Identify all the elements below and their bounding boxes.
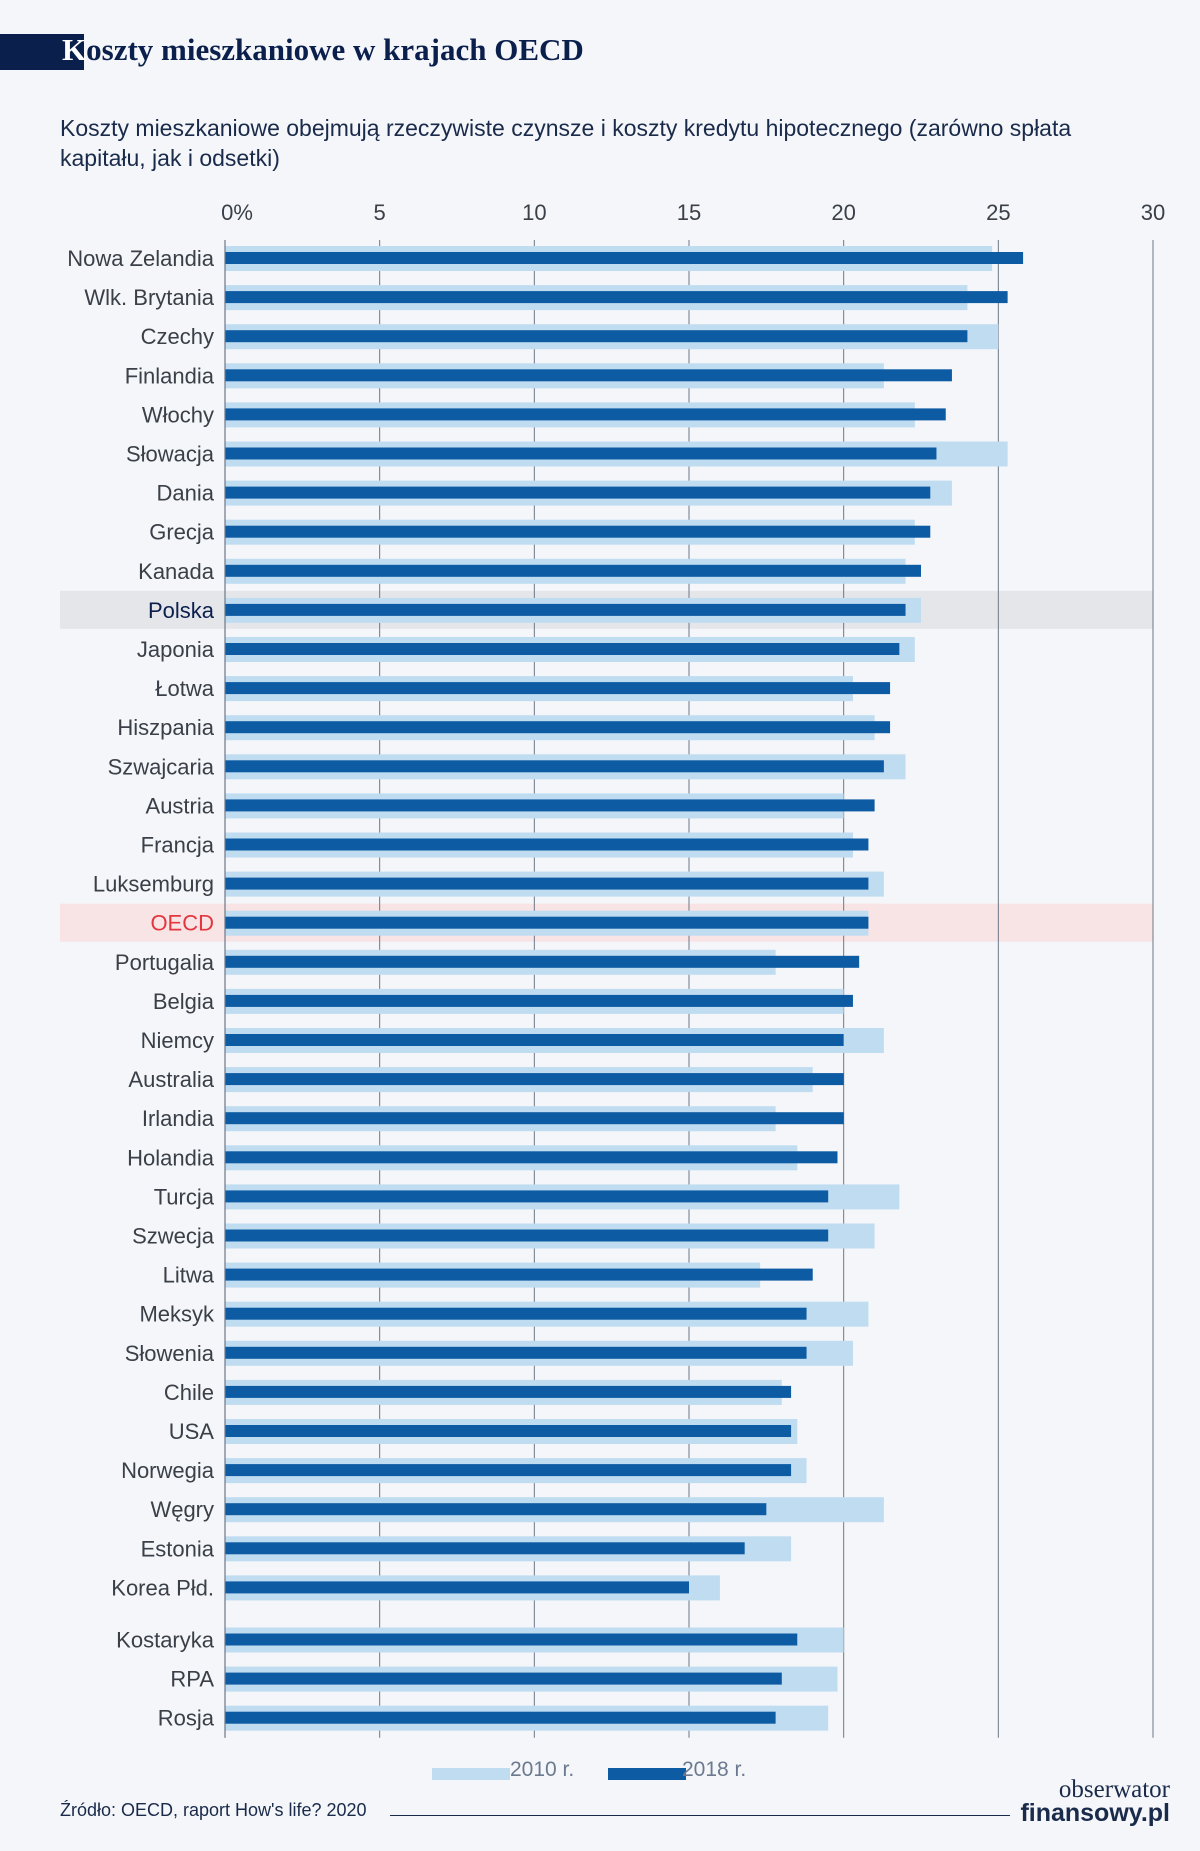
category-label: Rosja (158, 1706, 215, 1731)
category-label: Norwegia (121, 1458, 215, 1483)
bar-2018 (225, 1672, 782, 1685)
source-divider (390, 1815, 1010, 1816)
category-label: Holandia (127, 1145, 215, 1170)
x-tick-label: 30 (1141, 200, 1165, 225)
chart-title-rest: oszty mieszkaniowe w krajach OECD (86, 32, 584, 67)
bar-2018 (225, 1711, 776, 1724)
category-label: Litwa (163, 1263, 215, 1288)
bar-2018 (225, 564, 921, 577)
x-tick-label: 25 (986, 200, 1010, 225)
category-label: Francja (141, 833, 215, 858)
bar-2018 (225, 369, 952, 382)
category-label: Japonia (137, 637, 215, 662)
bar-2018 (225, 1464, 792, 1477)
bar-2018 (225, 1307, 807, 1320)
legend-swatch-2010 (432, 1768, 510, 1780)
category-label: Łotwa (155, 676, 214, 701)
category-label: Turcja (154, 1184, 215, 1209)
bar-2018 (225, 760, 884, 773)
bar-2018 (225, 1503, 767, 1516)
category-label: Dania (157, 481, 215, 506)
bar-2018 (225, 408, 946, 421)
bar-2018 (225, 1229, 829, 1242)
category-label: USA (169, 1419, 215, 1444)
bar-2018 (225, 799, 875, 812)
category-label: Belgia (153, 989, 215, 1014)
bar-2018 (225, 1581, 689, 1594)
bar-2018 (225, 1633, 798, 1646)
category-label: Chile (164, 1380, 214, 1405)
category-label: Kanada (138, 559, 215, 584)
bar-2018 (225, 838, 869, 851)
category-label: Australia (128, 1067, 214, 1092)
category-label: Węgry (150, 1497, 214, 1522)
bar-2018 (225, 1073, 844, 1086)
category-label: Czechy (141, 324, 214, 349)
category-label: Irlandia (142, 1106, 215, 1131)
category-label: Słowacja (126, 442, 215, 467)
bar-2018 (225, 916, 869, 929)
logo-line-1: obserwator (1058, 1776, 1170, 1803)
category-label: Kostaryka (116, 1628, 215, 1653)
category-label: OECD (150, 911, 214, 936)
category-label: Wlk. Brytania (84, 285, 214, 310)
x-tick-label: 20 (831, 200, 855, 225)
category-label: Finlandia (125, 363, 215, 388)
category-label: Luksemburg (93, 872, 214, 897)
category-label: Portugalia (115, 950, 215, 975)
category-label: Korea Płd. (111, 1575, 214, 1600)
logo-line-2: finansowy.pl (1020, 1799, 1170, 1827)
chart-subtitle: Koszty mieszkaniowe obejmują rzeczywiste… (60, 115, 1072, 171)
bar-2018 (225, 252, 1024, 264)
bar-2018 (225, 525, 931, 538)
bar-2018 (225, 486, 931, 499)
category-label: Austria (146, 793, 215, 818)
bar-2018 (225, 1190, 829, 1203)
bar-2018 (225, 1151, 838, 1164)
bar-2018 (225, 1034, 844, 1046)
bar-2018 (225, 1112, 844, 1125)
x-tick-label: 0% (221, 200, 253, 225)
bar-2018 (225, 682, 891, 695)
bar-2018 (225, 603, 906, 616)
category-label: Hiszpania (117, 715, 214, 740)
bar-2018 (225, 955, 860, 968)
category-label: Meksyk (139, 1302, 215, 1327)
category-label: Słowenia (125, 1341, 215, 1366)
legend-swatch-2018 (608, 1768, 686, 1780)
chart-title-first-letter: K (62, 32, 87, 67)
category-label: Estonia (141, 1536, 215, 1561)
category-label: Szwecja (132, 1224, 215, 1249)
x-tick-label: 10 (522, 200, 546, 225)
bar-2018 (225, 1346, 807, 1359)
category-label: Polska (148, 598, 215, 623)
legend-label-2018: 2018 r. (682, 1758, 747, 1781)
bar-2018 (225, 447, 937, 460)
category-label: RPA (170, 1667, 214, 1692)
legend-label-2010: 2010 r. (510, 1758, 575, 1781)
x-tick-label: 5 (374, 200, 386, 225)
bar-2018 (225, 994, 853, 1007)
chart-title: Koszty mieszkaniowe w krajach OECD (62, 32, 584, 68)
x-tick-label: 15 (677, 200, 701, 225)
bar-2018 (225, 330, 968, 343)
category-label: Szwajcaria (108, 754, 215, 779)
category-label: Grecja (149, 520, 215, 545)
title-accent-block (0, 34, 84, 70)
category-label: Nowa Zelandia (67, 246, 215, 271)
bar-2018 (225, 643, 900, 655)
bar-2018 (225, 291, 1008, 304)
bar-2018 (225, 1425, 792, 1437)
category-label: Niemcy (141, 1028, 214, 1053)
bar-2018 (225, 877, 869, 890)
source-note: Źródło: OECD, raport How's life? 2020 (60, 1800, 367, 1820)
bar-2018 (225, 1542, 745, 1555)
bar-2018 (225, 1385, 792, 1398)
category-label: Włochy (142, 402, 214, 427)
bar-2018 (225, 1268, 813, 1281)
bar-2018 (225, 721, 891, 734)
publisher-logo: obserwator finansowy.pl (1020, 1776, 1170, 1827)
